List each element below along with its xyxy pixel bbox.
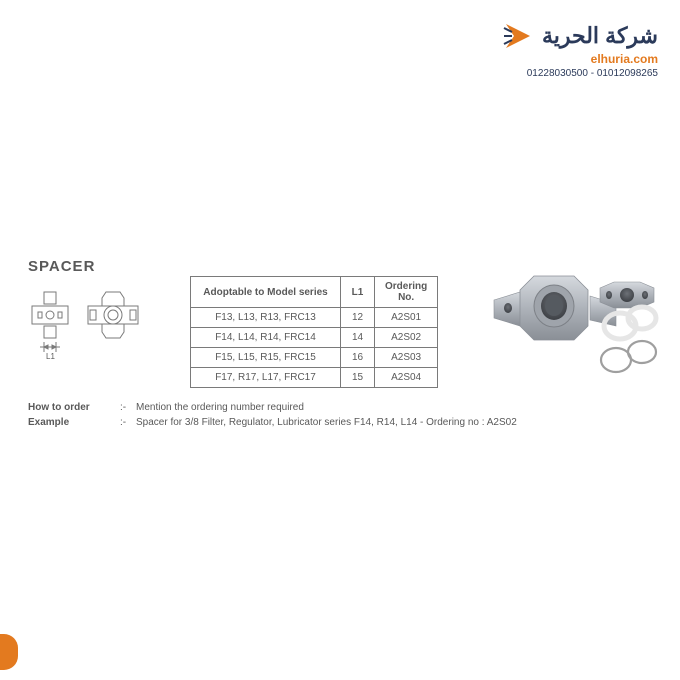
- spacer-table: Adoptable to Model series L1 Ordering No…: [190, 276, 438, 388]
- spacer-diagram: L1: [28, 282, 178, 362]
- cell-model: F13, L13, R13, FRC13: [191, 308, 341, 328]
- cell-ord: A2S02: [375, 328, 438, 348]
- cell-ord: A2S03: [375, 348, 438, 368]
- table-row: F17, R17, L17, FRC17 15 A2S04: [191, 368, 438, 388]
- company-logo: شركة الحرية elhuria.com 01228030500 - 01…: [500, 18, 658, 79]
- cell-model: F15, L15, R15, FRC15: [191, 348, 341, 368]
- cell-l1: 12: [341, 308, 375, 328]
- col-header-ordering: Ordering No.: [375, 277, 438, 308]
- table-row: F14, L14, R14, FRC14 14 A2S02: [191, 328, 438, 348]
- cell-model: F14, L14, R14, FRC14: [191, 328, 341, 348]
- cell-l1: 14: [341, 328, 375, 348]
- section-title: SPACER: [28, 258, 95, 275]
- diagram-label: L1: [46, 352, 55, 361]
- cell-model: F17, R17, L17, FRC17: [191, 368, 341, 388]
- cell-ord: A2S04: [375, 368, 438, 388]
- table-row: F13, L13, R13, FRC13 12 A2S01: [191, 308, 438, 328]
- product-photo: [482, 256, 662, 386]
- company-website: elhuria.com: [500, 52, 658, 66]
- cell-l1: 16: [341, 348, 375, 368]
- cell-ord: A2S01: [375, 308, 438, 328]
- separator: :-: [120, 415, 136, 430]
- table-row: F15, L15, R15, FRC15 16 A2S03: [191, 348, 438, 368]
- col-header-model: Adoptable to Model series: [191, 277, 341, 308]
- col-header-l1: L1: [341, 277, 375, 308]
- howto-text: Mention the ordering number required: [136, 400, 304, 415]
- howto-label: How to order: [28, 400, 120, 415]
- example-text: Spacer for 3/8 Filter, Regulator, Lubric…: [136, 415, 517, 430]
- page-tab-icon: [0, 634, 18, 670]
- cell-l1: 15: [341, 368, 375, 388]
- example-label: Example: [28, 415, 120, 430]
- how-to-order: How to order :- Mention the ordering num…: [28, 400, 517, 430]
- separator: :-: [120, 400, 136, 415]
- logo-arrow-icon: [500, 18, 536, 54]
- table-header-row: Adoptable to Model series L1 Ordering No…: [191, 277, 438, 308]
- company-phones: 01228030500 - 01012098265: [500, 68, 658, 79]
- company-name: شركة الحرية: [542, 23, 658, 49]
